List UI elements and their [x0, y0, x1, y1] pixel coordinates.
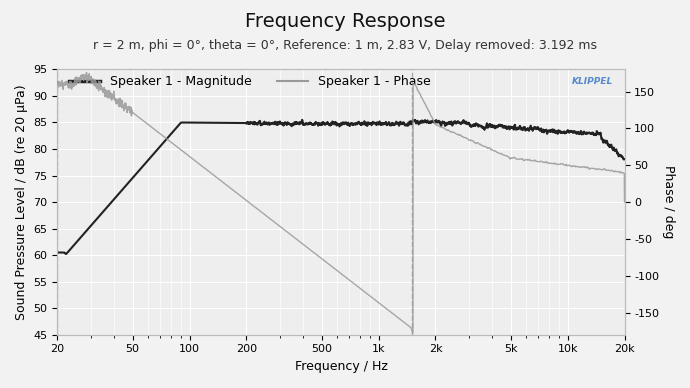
X-axis label: Frequency / Hz: Frequency / Hz [295, 360, 387, 373]
Y-axis label: Phase / deg: Phase / deg [662, 165, 675, 239]
Y-axis label: Sound Pressure Level / dB (re 20 µPa): Sound Pressure Level / dB (re 20 µPa) [15, 84, 28, 320]
Text: r = 2 m, phi = 0°, theta = 0°, Reference: 1 m, 2.83 V, Delay removed: 3.192 ms: r = 2 m, phi = 0°, theta = 0°, Reference… [93, 39, 597, 52]
Text: KLIPPEL: KLIPPEL [572, 77, 613, 87]
Legend: Speaker 1 - Magnitude, Speaker 1 - Phase: Speaker 1 - Magnitude, Speaker 1 - Phase [63, 70, 435, 94]
Text: Frequency Response: Frequency Response [245, 12, 445, 31]
